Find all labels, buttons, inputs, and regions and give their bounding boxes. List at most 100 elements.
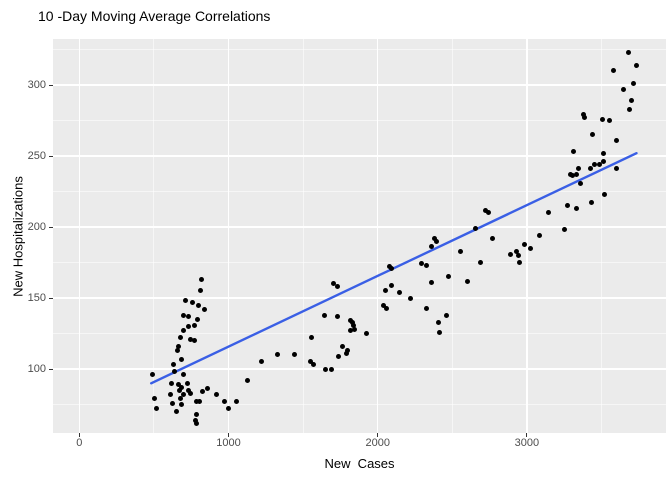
data-point: [396, 289, 402, 295]
data-point: [197, 288, 203, 294]
data-point: [536, 233, 542, 239]
y-tick-label: 300: [27, 79, 46, 92]
data-point: [350, 322, 356, 328]
data-point: [168, 392, 174, 398]
data-point: [291, 352, 297, 358]
data-point: [187, 336, 193, 342]
gridline-major-horizontal: [53, 226, 666, 228]
x-tick-label: 2000: [365, 437, 390, 449]
data-point: [307, 359, 313, 365]
y-tick-label: 250: [27, 150, 46, 163]
data-point: [626, 49, 632, 55]
data-point: [570, 173, 576, 179]
y-tick-label: 100: [27, 363, 46, 376]
data-point: [334, 314, 340, 320]
data-point: [408, 295, 414, 301]
data-point: [191, 338, 197, 344]
data-point: [185, 387, 191, 393]
gridline-major-horizontal: [53, 297, 666, 299]
y-tick-label: 200: [27, 221, 46, 234]
gridline-major-horizontal: [53, 155, 666, 157]
data-point: [389, 265, 395, 271]
data-point: [187, 390, 193, 396]
y-tick-mark: [49, 297, 53, 299]
data-point: [606, 118, 612, 124]
data-point: [513, 248, 519, 254]
y-tick-mark: [49, 84, 53, 86]
data-point: [244, 377, 250, 383]
data-point: [473, 225, 479, 231]
data-point: [195, 302, 201, 308]
data-point: [344, 348, 350, 354]
data-point: [173, 409, 179, 415]
data-point: [149, 372, 155, 378]
data-point: [194, 316, 200, 322]
data-point: [435, 319, 441, 325]
data-point: [580, 112, 586, 118]
data-point: [363, 331, 369, 337]
data-point: [573, 171, 579, 177]
data-point: [185, 314, 191, 320]
data-point: [574, 206, 580, 212]
data-point: [631, 81, 637, 87]
gridline-minor-horizontal: [53, 49, 666, 50]
data-point: [178, 356, 184, 362]
data-point: [201, 306, 207, 312]
gridline-minor-vertical: [601, 39, 603, 433]
data-point: [528, 245, 534, 251]
data-point: [516, 260, 522, 266]
data-point: [174, 348, 180, 354]
data-point: [429, 244, 435, 250]
data-point: [331, 281, 337, 287]
data-point: [567, 171, 573, 177]
gridline-major-vertical: [526, 39, 528, 433]
data-point: [621, 86, 627, 92]
data-point: [380, 302, 386, 308]
data-point: [310, 362, 316, 368]
data-point: [180, 372, 186, 378]
data-point: [154, 406, 160, 412]
data-point: [515, 252, 521, 258]
data-point: [169, 400, 175, 406]
x-tick-label: 1000: [216, 437, 241, 449]
data-point: [629, 98, 635, 104]
data-point: [191, 322, 197, 328]
data-point: [431, 235, 437, 241]
data-point: [168, 380, 174, 386]
gridline-minor-horizontal: [53, 191, 666, 193]
data-point: [339, 343, 345, 349]
data-point: [444, 312, 450, 318]
data-point: [171, 369, 177, 375]
data-point: [601, 191, 607, 197]
data-point: [182, 298, 188, 304]
data-point: [597, 162, 603, 168]
x-tick-label: 3000: [514, 437, 540, 449]
data-point: [436, 329, 442, 335]
data-point: [184, 380, 190, 386]
data-point: [199, 389, 205, 395]
chart-title: 10 -Day Moving Average Correlations: [38, 8, 271, 24]
data-point: [445, 274, 451, 280]
data-point: [322, 366, 328, 372]
data-point: [258, 359, 264, 365]
gridline-major-horizontal: [53, 368, 666, 370]
data-point: [347, 328, 353, 334]
data-point: [626, 106, 632, 112]
gridline-major-horizontal: [53, 84, 666, 86]
x-tick-mark: [377, 433, 379, 437]
data-point: [193, 399, 199, 405]
data-point: [424, 262, 430, 268]
data-point: [613, 166, 619, 172]
data-point: [423, 305, 429, 311]
data-point: [350, 319, 356, 325]
data-point: [351, 326, 357, 332]
data-point: [592, 162, 598, 168]
gridline-minor-horizontal: [53, 262, 666, 264]
data-point: [382, 288, 388, 294]
data-point: [578, 180, 584, 186]
x-tick-label: 0: [76, 437, 83, 449]
y-tick-label: 150: [27, 292, 46, 305]
x-tick-mark: [78, 433, 80, 437]
data-point: [485, 210, 491, 216]
data-point: [180, 328, 186, 334]
